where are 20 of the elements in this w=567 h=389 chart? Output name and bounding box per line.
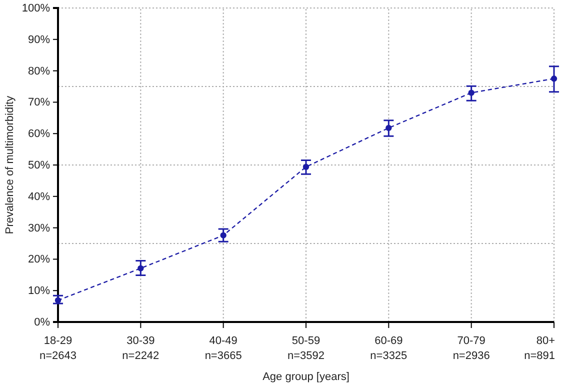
y-tick-label: 70%: [28, 96, 50, 109]
y-tick-label: 20%: [28, 254, 50, 266]
x-tick-label: 80+ n=891: [524, 335, 555, 362]
x-tick-label: 18-29 n=2643: [39, 335, 77, 362]
y-tick-label: 30%: [28, 222, 50, 234]
x-tick-label: 40-49 n=3665: [204, 335, 242, 362]
y-tick-label: 100%: [22, 2, 50, 15]
y-tick-label: 90%: [28, 34, 50, 46]
x-tick-label: 70-79 n=2936: [452, 335, 490, 362]
y-tick-label: 0%: [34, 316, 50, 329]
y-tick-label: 10%: [28, 285, 50, 298]
y-axis-title: Prevalence of multimorbidity: [4, 95, 16, 234]
y-tick-label: 80%: [28, 65, 50, 78]
x-tick-label: 60-69 n=3325: [370, 335, 408, 362]
y-tick-label: 40%: [28, 190, 50, 203]
x-tick-label: 50-59 n=3592: [287, 335, 325, 362]
x-tick-label: 30-39 n=2242: [122, 335, 160, 362]
y-tick-label: 50%: [28, 160, 50, 172]
x-axis-title: Age group [years]: [262, 371, 350, 383]
y-tick-label: 60%: [28, 128, 50, 140]
